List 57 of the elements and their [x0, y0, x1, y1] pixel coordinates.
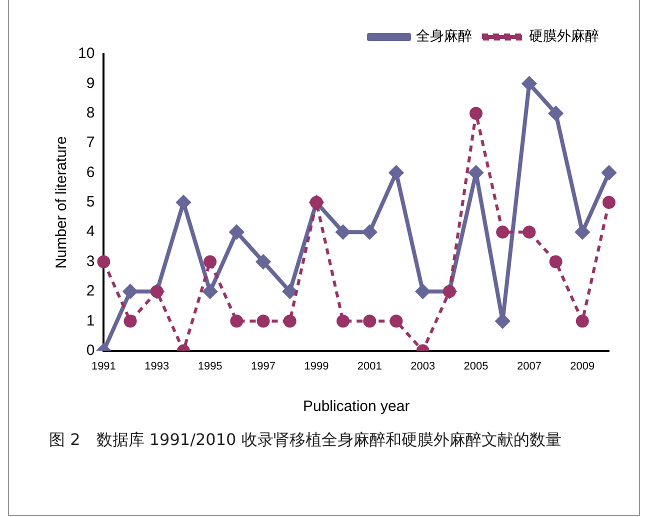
- x-tick-label: 1991: [91, 360, 116, 372]
- y-tick-label: 10: [78, 45, 95, 62]
- point: [124, 314, 137, 328]
- point: [203, 284, 218, 298]
- point: [336, 314, 350, 328]
- point: [176, 195, 190, 210]
- x-tick-label: 2001: [357, 360, 382, 372]
- y-axis-title: Number of literature: [53, 136, 70, 269]
- point: [97, 255, 110, 268]
- point: [362, 225, 377, 240]
- legend-label: 硬膜外麻醉: [529, 28, 599, 45]
- x-tick-label: 1997: [251, 360, 276, 372]
- point: [390, 314, 403, 328]
- point: [496, 226, 510, 239]
- point: [602, 166, 616, 180]
- point: [602, 196, 616, 209]
- x-tick-label: 2003: [410, 360, 436, 372]
- y-tick-label: 9: [86, 74, 95, 92]
- point: [496, 314, 510, 328]
- point: [363, 314, 376, 328]
- y-tick-label: 0: [86, 342, 95, 359]
- point: [256, 254, 270, 269]
- point: [575, 225, 590, 240]
- point: [549, 255, 562, 268]
- point: [230, 314, 244, 328]
- point: [522, 76, 536, 91]
- x-tick-label: 1993: [144, 360, 170, 372]
- x-tick-label: 2009: [570, 360, 595, 372]
- x-tick-label: 1995: [198, 360, 222, 372]
- point: [389, 166, 404, 180]
- point: [282, 284, 297, 298]
- x-tick-label: 1999: [304, 360, 329, 372]
- point: [256, 314, 270, 328]
- y-tick-label: 7: [86, 134, 95, 152]
- x-tick-label: 2005: [464, 360, 488, 372]
- y-tick-label: 3: [86, 252, 95, 270]
- y-tick-label: 4: [86, 223, 95, 240]
- point: [123, 284, 138, 298]
- legend-label: 全身麻醉: [416, 28, 472, 45]
- x-tick-label: 2007: [516, 360, 542, 372]
- point: [576, 314, 589, 328]
- point: [548, 106, 563, 120]
- y-tick-label: 8: [86, 104, 95, 122]
- y-tick-label: 2: [86, 282, 95, 300]
- y-tick-label: 1: [86, 312, 95, 330]
- y-tick-label: 5: [86, 194, 95, 211]
- point: [469, 166, 484, 180]
- y-tick-label: 6: [86, 164, 95, 181]
- point: [230, 225, 244, 240]
- caption: 图 2 数据库 1991/2010 收录肾移植全身麻醉和硬膜外麻醉文献的数量: [49, 429, 562, 451]
- point: [336, 225, 350, 240]
- x-axis-title: Publication year: [302, 398, 410, 416]
- point: [416, 284, 430, 298]
- point: [522, 226, 536, 239]
- point: [204, 255, 217, 268]
- point: [470, 106, 483, 120]
- point: [283, 314, 296, 328]
